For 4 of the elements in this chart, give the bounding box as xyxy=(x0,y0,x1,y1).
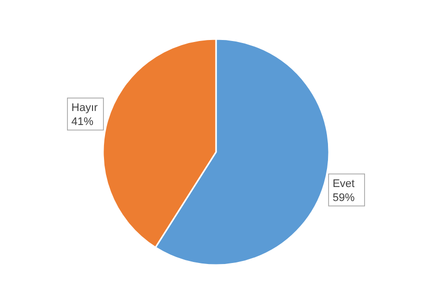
slice-label: Hayır xyxy=(71,102,98,114)
slice-label: Evet xyxy=(332,178,355,190)
data-label: 41% xyxy=(71,116,94,128)
data-label: 59% xyxy=(332,192,355,204)
